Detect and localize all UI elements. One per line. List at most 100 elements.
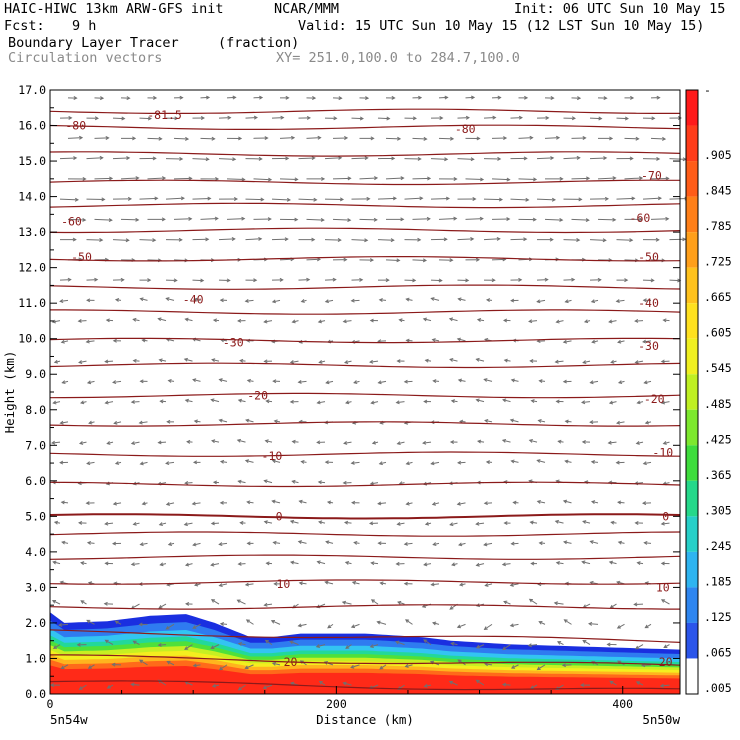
vector-arrow-468 <box>615 299 625 303</box>
vector-arrow-528 <box>351 238 369 243</box>
vector-arrow-614 <box>139 156 157 161</box>
vector-arrow-240 <box>184 480 193 485</box>
vector-arrow-472 <box>112 277 125 282</box>
vector-arrow-504 <box>332 257 348 262</box>
vector-arrow-623 <box>377 156 396 161</box>
vector-arrow-388 <box>369 359 379 364</box>
vector-arrow-365 <box>377 380 387 385</box>
contour-label-20: 20 <box>284 655 298 669</box>
vector-arrow-342 <box>395 400 405 405</box>
y-tick-label-13: 13.0 <box>18 225 46 239</box>
vector-arrow-425 <box>105 318 114 323</box>
vector-arrow-537 <box>589 238 607 243</box>
vector-arrow-217 <box>191 501 201 506</box>
vector-arrow-374 <box>617 380 625 385</box>
vector-arrow-480 <box>324 277 337 282</box>
vector-arrow-519 <box>112 238 130 243</box>
vector-arrow-396 <box>582 360 591 364</box>
vector-arrow-69 <box>635 644 644 650</box>
vector-arrow-346 <box>502 398 511 403</box>
vector-arrow-71 <box>58 622 69 627</box>
vector-arrow-668 <box>324 116 338 121</box>
valid-time: Valid: 15 UTC Sun 10 May 15 (12 LST Sun … <box>298 18 705 34</box>
vector-arrow-224 <box>377 501 387 506</box>
vector-arrow-153 <box>370 561 379 566</box>
vector-arrow-558 <box>518 217 537 222</box>
vector-arrow-450 <box>139 297 148 302</box>
vector-arrow-358 <box>192 378 201 383</box>
vector-arrow-503 <box>306 257 322 262</box>
vector-arrow-566 <box>112 196 133 201</box>
vector-arrow-124 <box>218 583 228 587</box>
vector-arrow-538 <box>616 238 634 243</box>
vector-arrow-625 <box>430 157 449 162</box>
vector-arrow-191 <box>132 521 140 526</box>
vector-arrow-644 <box>306 135 322 140</box>
vector-arrow-107 <box>397 600 405 605</box>
vector-arrow-326 <box>589 420 599 425</box>
vector-arrow-30 <box>218 664 228 671</box>
temperature-contour-6 <box>49 531 681 537</box>
vector-arrow-451 <box>165 297 175 301</box>
field-units: (fraction) <box>218 35 300 51</box>
vector-arrow-268 <box>300 459 307 464</box>
vector-arrow-193 <box>183 522 193 527</box>
vector-arrow-611 <box>59 156 78 161</box>
vector-arrow-631 <box>589 156 608 161</box>
vector-arrow-599 <box>359 176 379 181</box>
vector-arrow-170 <box>192 542 201 547</box>
vector-arrow-67 <box>582 639 591 646</box>
vector-arrow-593 <box>200 177 220 181</box>
vector-arrow-486 <box>483 278 496 283</box>
vector-arrow-490 <box>589 277 602 282</box>
vector-arrow-542 <box>94 218 113 223</box>
vector-arrow-218 <box>219 500 228 505</box>
vector-arrow-546 <box>200 216 219 221</box>
y-tick-label-17: 17.0 <box>18 83 46 97</box>
vector-arrow-533 <box>483 236 501 241</box>
vector-arrow-314 <box>273 419 281 424</box>
vector-arrow-106 <box>370 599 379 605</box>
vector-arrow-429 <box>212 318 220 323</box>
vector-arrow-300 <box>528 438 538 443</box>
vector-arrow-656 <box>624 136 640 141</box>
vector-arrow-247 <box>369 481 379 486</box>
vector-arrow-62 <box>450 641 458 646</box>
vector-arrow-17 <box>501 682 511 687</box>
vector-arrow-505 <box>359 258 375 263</box>
vector-arrow-592 <box>173 176 193 181</box>
temperature-contour-11 <box>49 392 681 399</box>
vector-arrow-636 <box>94 136 110 140</box>
colorbar-swatch-14 <box>686 587 698 623</box>
vector-arrow-290 <box>264 439 273 444</box>
vector-arrow-147 <box>210 562 220 567</box>
vector-arrow-667 <box>298 115 311 120</box>
vector-arrow-155 <box>423 562 432 567</box>
vector-arrow-144 <box>130 562 140 567</box>
vector-arrow-453 <box>219 298 228 303</box>
contour-label-13: -20 <box>644 392 665 406</box>
vector-arrow-325 <box>564 419 572 424</box>
contour-label-4: -60 <box>61 214 82 228</box>
vector-arrow-203 <box>449 522 458 527</box>
vector-arrow-507 <box>412 258 428 263</box>
vector-arrow-279 <box>590 460 599 464</box>
vector-arrow-550 <box>306 217 325 222</box>
vector-arrow-28 <box>166 660 175 666</box>
vector-arrow-449 <box>114 298 122 302</box>
colorbar-swatch-7 <box>686 338 698 375</box>
vector-arrow-399 <box>660 359 670 364</box>
vector-arrow-330 <box>80 400 87 405</box>
vector-arrow-585 <box>616 196 636 201</box>
vector-arrow-434 <box>342 319 352 324</box>
vector-arrow-341 <box>370 400 379 405</box>
vector-arrow-356 <box>139 379 148 384</box>
vector-arrow-375 <box>643 380 652 385</box>
vector-arrow-602 <box>438 177 458 181</box>
vector-arrow-296 <box>422 440 432 445</box>
contour-label-6: -50 <box>71 250 92 264</box>
vector-arrow-663 <box>192 116 205 121</box>
vector-arrow-338 <box>289 399 299 404</box>
vector-arrow-361 <box>272 379 281 384</box>
vector-arrow-7 <box>237 684 246 691</box>
